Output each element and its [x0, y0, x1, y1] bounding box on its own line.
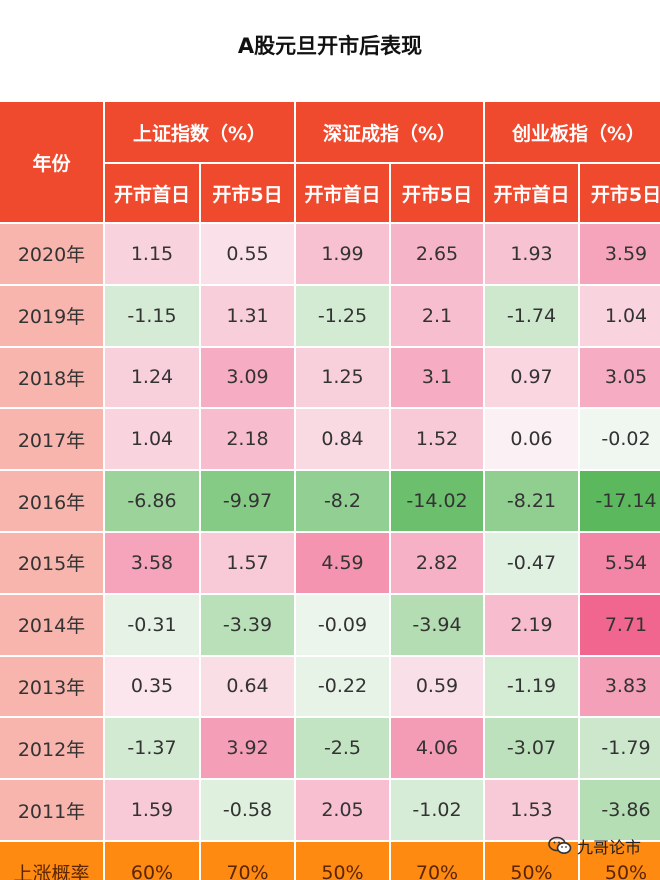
value-cell: -9.97 — [201, 471, 294, 531]
value-cell: 1.31 — [201, 285, 294, 346]
value-cell: -1.74 — [485, 285, 578, 346]
value-cell: 2.82 — [391, 532, 483, 593]
value-cell: 3.05 — [580, 347, 660, 408]
watermark: 九哥论市 — [548, 831, 641, 861]
value-cell: -1.37 — [105, 718, 199, 779]
value-cell: 4.59 — [296, 532, 389, 593]
header-sub: 开市5日 — [580, 164, 660, 222]
value-cell: 3.09 — [201, 347, 294, 408]
year-cell: 2015年 — [0, 532, 103, 593]
value-cell: 2.18 — [201, 409, 294, 470]
value-cell: 5.54 — [580, 532, 660, 593]
value-cell: -14.02 — [391, 471, 483, 531]
value-cell: -1.15 — [105, 285, 199, 346]
value-cell: -1.79 — [580, 718, 660, 779]
value-cell: 3.1 — [391, 347, 483, 408]
value-cell: -3.39 — [201, 594, 294, 655]
value-cell: 1.53 — [485, 780, 578, 840]
value-cell: -1.02 — [391, 780, 483, 840]
value-cell: 3.58 — [105, 532, 199, 593]
value-cell: 1.15 — [105, 224, 199, 284]
value-cell: -0.22 — [296, 656, 389, 717]
year-cell: 2011年 — [0, 780, 103, 840]
header-group-szse: 深证成指（%） — [296, 102, 483, 162]
value-cell: 1.04 — [105, 409, 199, 470]
value-cell: 3.83 — [580, 656, 660, 717]
value-cell: -3.07 — [485, 718, 578, 779]
footer-label: 上涨概率 — [0, 841, 103, 880]
value-cell: 2.19 — [485, 594, 578, 655]
value-cell: 0.64 — [201, 656, 294, 717]
value-cell: -0.58 — [201, 780, 294, 840]
value-cell: 1.25 — [296, 347, 389, 408]
header-year: 年份 — [0, 102, 103, 222]
footer-value: 50% — [296, 841, 389, 880]
footer-value: 70% — [201, 841, 294, 880]
value-cell: -17.14 — [580, 471, 660, 531]
value-cell: 0.35 — [105, 656, 199, 717]
value-cell: -3.86 — [580, 780, 660, 840]
value-cell: 2.65 — [391, 224, 483, 284]
value-cell: -8.21 — [485, 471, 578, 531]
value-cell: -6.86 — [105, 471, 199, 531]
table-title: A股元旦开市后表现 — [237, 34, 423, 58]
value-cell: -1.25 — [296, 285, 389, 346]
value-cell: -0.09 — [296, 594, 389, 655]
value-cell: -0.47 — [485, 532, 578, 593]
footer-value: 50% — [485, 841, 578, 880]
value-cell: -0.31 — [105, 594, 199, 655]
value-cell: 3.92 — [201, 718, 294, 779]
value-cell: -3.94 — [391, 594, 483, 655]
year-cell: 2016年 — [0, 471, 103, 531]
header-sub: 开市首日 — [485, 164, 578, 222]
year-cell: 2012年 — [0, 718, 103, 779]
year-cell: 2018年 — [0, 347, 103, 408]
value-cell: 1.24 — [105, 347, 199, 408]
header-group-sse: 上证指数（%） — [105, 102, 294, 162]
header-group-chinext: 创业板指（%） — [485, 102, 660, 162]
year-cell: 2017年 — [0, 409, 103, 470]
value-cell: 0.97 — [485, 347, 578, 408]
footer-value: 50% — [580, 841, 660, 880]
value-cell: -8.2 — [296, 471, 389, 531]
value-cell: 1.99 — [296, 224, 389, 284]
header-sub: 开市首日 — [105, 164, 199, 222]
header-sub: 开市5日 — [391, 164, 483, 222]
watermark-text: 九哥论市 — [577, 838, 642, 857]
value-cell: -0.02 — [580, 409, 660, 470]
year-cell: 2019年 — [0, 285, 103, 346]
returns-table: 年份 上证指数（%） 深证成指（%） 创业板指（%） 开市首日 开市5日 开市首… — [0, 102, 660, 880]
year-cell: 2020年 — [0, 224, 103, 284]
value-cell: 0.55 — [201, 224, 294, 284]
year-cell: 2013年 — [0, 656, 103, 717]
value-cell: 0.59 — [391, 656, 483, 717]
value-cell: 1.59 — [105, 780, 199, 840]
value-cell: 2.05 — [296, 780, 389, 840]
value-cell: 1.52 — [391, 409, 483, 470]
header-sub: 开市5日 — [201, 164, 294, 222]
value-cell: 0.84 — [296, 409, 389, 470]
wechat-icon — [548, 836, 572, 856]
value-cell: 1.57 — [201, 532, 294, 593]
value-cell: 7.71 — [580, 594, 660, 655]
value-cell: 1.93 — [485, 224, 578, 284]
value-cell: 0.06 — [485, 409, 578, 470]
header-sub: 开市首日 — [296, 164, 389, 222]
value-cell: 4.06 — [391, 718, 483, 779]
value-cell: 2.1 — [391, 285, 483, 346]
value-cell: 3.59 — [580, 224, 660, 284]
footer-value: 70% — [391, 841, 483, 880]
value-cell: 1.04 — [580, 285, 660, 346]
value-cell: -1.19 — [485, 656, 578, 717]
footer-value: 60% — [105, 841, 199, 880]
year-cell: 2014年 — [0, 594, 103, 655]
value-cell: -2.5 — [296, 718, 389, 779]
